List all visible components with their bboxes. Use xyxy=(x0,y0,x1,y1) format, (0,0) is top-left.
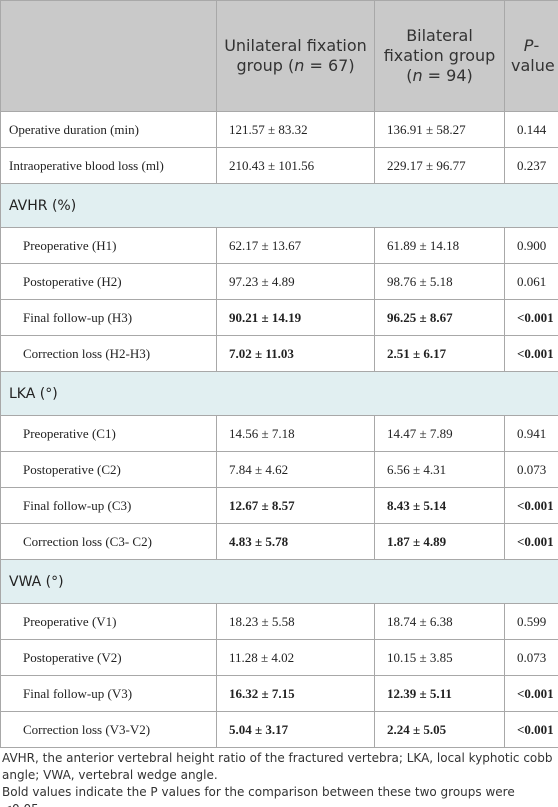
cell: 18.23 ± 5.58 xyxy=(216,603,375,640)
row-label: Correction loss (V3-V2) xyxy=(0,711,217,748)
cell: <0.001 xyxy=(504,711,558,748)
cell: 12.39 ± 5.11 xyxy=(374,675,505,712)
cell: 0.073 xyxy=(504,639,558,676)
cell: 11.28 ± 4.02 xyxy=(216,639,375,676)
section-label: LKA (°) xyxy=(0,371,558,416)
footnote: AVHR, the anterior vertebral height rati… xyxy=(2,751,553,782)
cell: 5.04 ± 3.17 xyxy=(216,711,375,748)
row-label: Preoperative (C1) xyxy=(0,415,217,452)
header-cell: Unilateral fixation group (n = 67) xyxy=(216,0,375,112)
cell: 8.43 ± 5.14 xyxy=(374,487,505,524)
data-row: Final follow-up (C3) 12.67 ± 8.57 8.43 ± 5… xyxy=(0,487,558,524)
data-row: Postoperative (C2) 7.84 ± 4.62 6.56 ± 4.31… xyxy=(0,451,558,488)
header-text: = 94) xyxy=(422,66,473,85)
cell: 97.23 ± 4.89 xyxy=(216,263,375,300)
cell: <0.001 xyxy=(504,487,558,524)
cell: 0.599 xyxy=(504,603,558,640)
header-row: Unilateral fixation group (n = 67) Bilate… xyxy=(0,0,558,112)
header-text: -value xyxy=(511,36,555,75)
section-row: AVHR (%) xyxy=(0,183,558,228)
data-row: Intraoperative blood loss (ml) 210.43 ± 1… xyxy=(0,147,558,184)
data-row: Correction loss (H2-H3) 7.02 ± 11.03 2.51 … xyxy=(0,335,558,372)
footnote: Bold values indicate the P values for th… xyxy=(2,785,515,807)
row-label: Operative duration (min) xyxy=(0,111,217,148)
row-label: Preoperative (V1) xyxy=(0,603,217,640)
cell: <0.001 xyxy=(504,299,558,336)
row-label: Preoperative (H1) xyxy=(0,227,217,264)
cell: 61.89 ± 14.18 xyxy=(374,227,505,264)
cell: 96.25 ± 8.67 xyxy=(374,299,505,336)
row-label: Postoperative (H2) xyxy=(0,263,217,300)
header-text: Unilateral fixation group ( xyxy=(224,36,367,75)
header-text: P xyxy=(523,36,534,55)
row-label: Correction loss (H2-H3) xyxy=(0,335,217,372)
data-row: Postoperative (H2) 97.23 ± 4.89 98.76 ± 5.… xyxy=(0,263,558,300)
row-label: Final follow-up (H3) xyxy=(0,299,217,336)
cell: 14.47 ± 7.89 xyxy=(374,415,505,452)
cell: <0.001 xyxy=(504,675,558,712)
header-text: Bilateral fixation group ( xyxy=(383,26,496,85)
header-cell xyxy=(0,0,217,112)
data-row: Operative duration (min) 121.57 ± 83.32 13… xyxy=(0,111,558,148)
cell: 12.67 ± 8.57 xyxy=(216,487,375,524)
header-cell: Bilateral fixation group (n = 94) xyxy=(374,0,505,112)
data-row: Preoperative (H1) 62.17 ± 13.67 61.89 ± 14… xyxy=(0,227,558,264)
cell: 0.900 xyxy=(504,227,558,264)
cell: 0.061 xyxy=(504,263,558,300)
cell: 0.237 xyxy=(504,147,558,184)
header-text: n xyxy=(412,66,423,85)
footnotes: AVHR, the anterior vertebral height rati… xyxy=(0,750,558,807)
data-row: Postoperative (V2) 11.28 ± 4.02 10.15 ± 3.… xyxy=(0,639,558,676)
results-table: Unilateral fixation group (n = 67) Bilate… xyxy=(0,0,558,748)
cell: 0.941 xyxy=(504,415,558,452)
data-row: Preoperative (C1) 14.56 ± 7.18 14.47 ± 7.8… xyxy=(0,415,558,452)
cell: 62.17 ± 13.67 xyxy=(216,227,375,264)
row-label: Postoperative (V2) xyxy=(0,639,217,676)
data-row: Preoperative (V1) 18.23 ± 5.58 18.74 ± 6.3… xyxy=(0,603,558,640)
cell: 2.51 ± 6.17 xyxy=(374,335,505,372)
row-label: Final follow-up (V3) xyxy=(0,675,217,712)
cell: 98.76 ± 5.18 xyxy=(374,263,505,300)
section-label: AVHR (%) xyxy=(0,183,558,228)
row-label: Postoperative (C2) xyxy=(0,451,217,488)
table-body: Operative duration (min) 121.57 ± 83.32 13… xyxy=(0,111,558,748)
section-label: VWA (°) xyxy=(0,559,558,604)
cell: 18.74 ± 6.38 xyxy=(374,603,505,640)
cell: 229.17 ± 96.77 xyxy=(374,147,505,184)
header-text: n xyxy=(294,56,305,75)
section-row: VWA (°) xyxy=(0,559,558,604)
header-text: = 67) xyxy=(304,56,355,75)
cell: 136.91 ± 58.27 xyxy=(374,111,505,148)
cell: <0.001 xyxy=(504,335,558,372)
cell: 90.21 ± 14.19 xyxy=(216,299,375,336)
cell: 121.57 ± 83.32 xyxy=(216,111,375,148)
section-row: LKA (°) xyxy=(0,371,558,416)
data-row: Final follow-up (H3) 90.21 ± 14.19 96.25 ±… xyxy=(0,299,558,336)
cell: 16.32 ± 7.15 xyxy=(216,675,375,712)
row-label: Final follow-up (C3) xyxy=(0,487,217,524)
cell: 210.43 ± 101.56 xyxy=(216,147,375,184)
cell: 1.87 ± 4.89 xyxy=(374,523,505,560)
cell: 0.144 xyxy=(504,111,558,148)
row-label: Intraoperative blood loss (ml) xyxy=(0,147,217,184)
cell: 7.02 ± 11.03 xyxy=(216,335,375,372)
cell: 2.24 ± 5.05 xyxy=(374,711,505,748)
row-label: Correction loss (C3- C2) xyxy=(0,523,217,560)
cell: 14.56 ± 7.18 xyxy=(216,415,375,452)
data-row: Correction loss (C3- C2) 4.83 ± 5.78 1.87 … xyxy=(0,523,558,560)
cell: 0.073 xyxy=(504,451,558,488)
cell: 10.15 ± 3.85 xyxy=(374,639,505,676)
data-row: Final follow-up (V3) 16.32 ± 7.15 12.39 ± … xyxy=(0,675,558,712)
cell: <0.001 xyxy=(504,523,558,560)
cell: 4.83 ± 5.78 xyxy=(216,523,375,560)
cell: 6.56 ± 4.31 xyxy=(374,451,505,488)
data-row: Correction loss (V3-V2) 5.04 ± 3.17 2.24 ±… xyxy=(0,711,558,748)
header-cell: P-value xyxy=(504,0,558,112)
cell: 7.84 ± 4.62 xyxy=(216,451,375,488)
